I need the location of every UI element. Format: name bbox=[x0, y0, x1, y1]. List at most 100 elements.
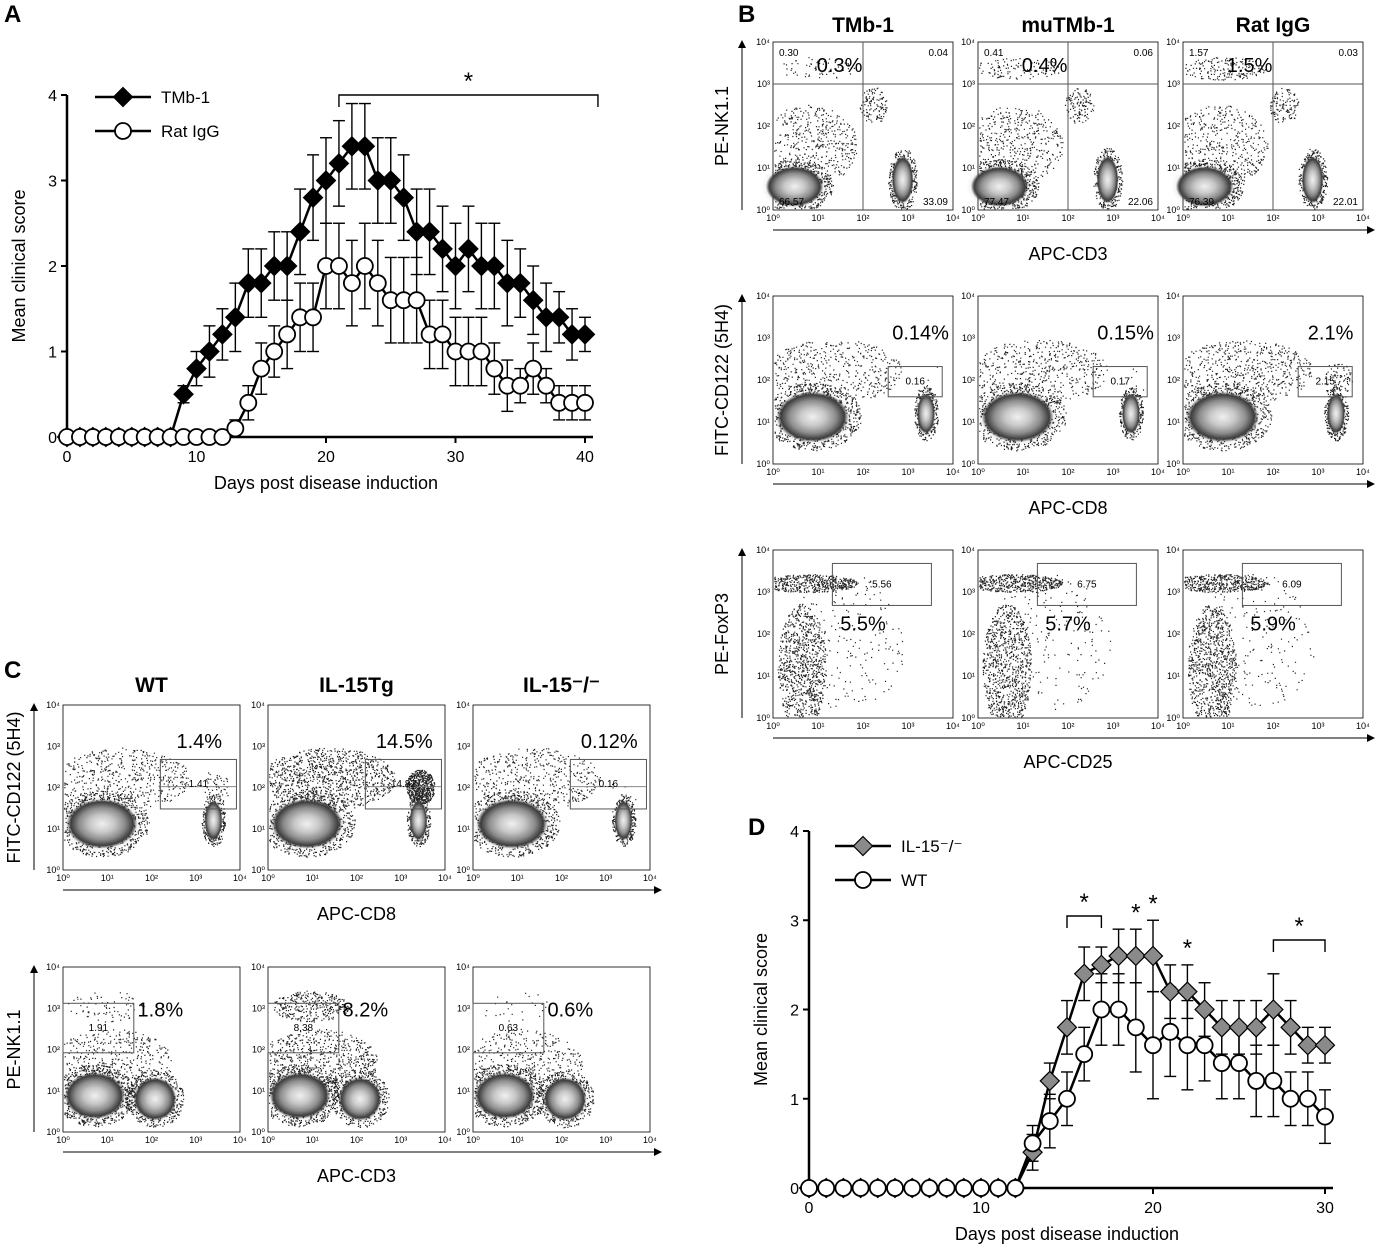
data-point-diamond bbox=[380, 170, 402, 191]
y-axis-label: Mean clinical score bbox=[751, 933, 771, 1086]
gate-box bbox=[887, 366, 943, 398]
density-cluster bbox=[1122, 393, 1140, 434]
y-tick-label: 10⁰ bbox=[456, 865, 470, 875]
y-tick-label: 3 bbox=[790, 913, 799, 930]
panel-label-c: C bbox=[4, 657, 21, 684]
gate-value: 8.38 bbox=[294, 1023, 314, 1034]
data-point-circle bbox=[342, 274, 361, 293]
y-tick-label: 4 bbox=[48, 88, 57, 105]
gate-box bbox=[569, 758, 647, 810]
x-tick-label: 10⁴ bbox=[233, 873, 247, 883]
flow-y-label: FITC-CD122 (5H4) bbox=[4, 711, 24, 863]
data-point-circle bbox=[1316, 1107, 1334, 1126]
density-cluster bbox=[133, 1077, 177, 1121]
x-tick-label: 10⁰ bbox=[466, 873, 480, 883]
y-tick-label: 10⁰ bbox=[756, 713, 770, 723]
legend-marker bbox=[854, 871, 872, 889]
significance-star: * bbox=[464, 68, 473, 95]
gate-value: 6.09 bbox=[1282, 579, 1302, 590]
gate-value: 1.91 bbox=[89, 1023, 109, 1034]
data-point-circle bbox=[1023, 1134, 1042, 1153]
y-tick-label: 10² bbox=[1167, 121, 1180, 131]
data-point-diamond bbox=[1125, 945, 1147, 967]
data-point-circle bbox=[485, 359, 504, 378]
y-tick-label: 10⁴ bbox=[756, 545, 770, 555]
data-point-diamond bbox=[548, 306, 570, 328]
legend-label: Rat IgG bbox=[161, 122, 220, 141]
data-point-circle bbox=[407, 291, 426, 310]
data-point-diamond bbox=[1108, 945, 1129, 967]
y-tick-label: 3 bbox=[48, 174, 57, 191]
gate-value: 2.15 bbox=[1315, 377, 1335, 388]
y-tick-label: 10¹ bbox=[1167, 417, 1180, 427]
data-point-circle bbox=[1230, 1054, 1248, 1072]
gate-box bbox=[1092, 366, 1148, 398]
y-tick-label: 10⁴ bbox=[961, 291, 975, 301]
y-tick-label: 10⁴ bbox=[961, 545, 975, 555]
flow-x-label: APC-CD3 bbox=[1028, 244, 1107, 264]
line-chart-d: 0 1 2 3 4 0 10 20 30 Days post disease induction M… bbox=[751, 824, 1336, 1244]
y-tick-label: 10⁰ bbox=[961, 205, 975, 215]
density-cluster bbox=[1175, 166, 1234, 207]
data-point-diamond bbox=[509, 272, 531, 294]
density-cluster bbox=[409, 800, 428, 841]
y-tick-label: 10⁰ bbox=[1166, 713, 1180, 723]
x-tick-label: 10² bbox=[555, 873, 568, 883]
x-tick-label: 10⁴ bbox=[1356, 721, 1370, 731]
significance-bracket bbox=[338, 94, 599, 107]
data-point-diamond bbox=[302, 187, 324, 208]
data-point-circle bbox=[868, 1179, 887, 1197]
column-title: TMb-1 bbox=[832, 14, 894, 37]
y-tick-label: 10³ bbox=[252, 1003, 265, 1013]
y-tick-label: 10³ bbox=[47, 741, 60, 751]
y-tick-label: 10³ bbox=[962, 79, 975, 89]
y-tick-label: 10⁴ bbox=[46, 962, 60, 972]
flow-y-label: PE-NK1.1 bbox=[4, 1009, 24, 1089]
legend-label: TMb-1 bbox=[161, 88, 210, 107]
x-tick-label: 30 bbox=[447, 449, 465, 466]
y-tick-label: 10² bbox=[1167, 375, 1180, 385]
panel-label-b: B bbox=[738, 1, 755, 28]
x-tick-label: 10² bbox=[350, 1135, 363, 1145]
quadrant-value: 0.41 bbox=[984, 48, 1004, 59]
y-tick-label: 1 bbox=[790, 1092, 799, 1109]
density-cluster bbox=[543, 1077, 587, 1121]
legend-label: IL-15⁻/⁻ bbox=[901, 837, 962, 856]
quadrant-value: 33.09 bbox=[923, 197, 948, 208]
data-point-circle bbox=[834, 1179, 853, 1197]
data-point-circle bbox=[1281, 1089, 1300, 1108]
x-tick-label: 10³ bbox=[1106, 721, 1119, 731]
data-point-diamond bbox=[1039, 1070, 1061, 1092]
flow-x-label: APC-CD8 bbox=[1028, 498, 1107, 518]
quadrant-value: 0.30 bbox=[779, 48, 799, 59]
panel-label-d: D bbox=[748, 814, 765, 841]
gate-box bbox=[1036, 562, 1137, 606]
y-tick-label: 10⁰ bbox=[456, 1127, 470, 1137]
data-point-circle bbox=[1058, 1089, 1076, 1108]
data-point-circle bbox=[851, 1179, 870, 1197]
y-tick-label: 10¹ bbox=[757, 417, 770, 427]
y-tick-label: 10³ bbox=[47, 1003, 60, 1013]
data-point-circle bbox=[920, 1179, 939, 1197]
flow-grid-c: WT IL-15Tg IL-15⁻/⁻ FITC-CD122 (5H4) APC-CD8… bbox=[4, 674, 662, 1186]
x-tick-label: 10⁰ bbox=[261, 1135, 275, 1145]
x-tick-label: 10⁰ bbox=[971, 213, 985, 223]
gate-value: 0.16 bbox=[599, 779, 619, 790]
data-point-circle bbox=[213, 428, 232, 446]
data-point-diamond bbox=[1280, 1017, 1301, 1038]
significance-star: * bbox=[1080, 889, 1089, 916]
percent-label: 14.5% bbox=[376, 731, 433, 753]
percent-label: 0.4% bbox=[1022, 55, 1068, 77]
quadrant-value: 0.06 bbox=[1134, 48, 1154, 59]
percent-label: 5.7% bbox=[1045, 614, 1091, 636]
data-point-circle bbox=[1144, 1036, 1162, 1055]
x-tick-label: 10¹ bbox=[1016, 721, 1029, 731]
data-point-circle bbox=[265, 342, 284, 361]
data-point-diamond bbox=[212, 324, 233, 345]
y-tick-label: 10¹ bbox=[962, 163, 975, 173]
gate-value: 14.82 bbox=[391, 779, 416, 790]
data-point-circle bbox=[1109, 1000, 1128, 1019]
data-point-circle bbox=[817, 1179, 836, 1197]
